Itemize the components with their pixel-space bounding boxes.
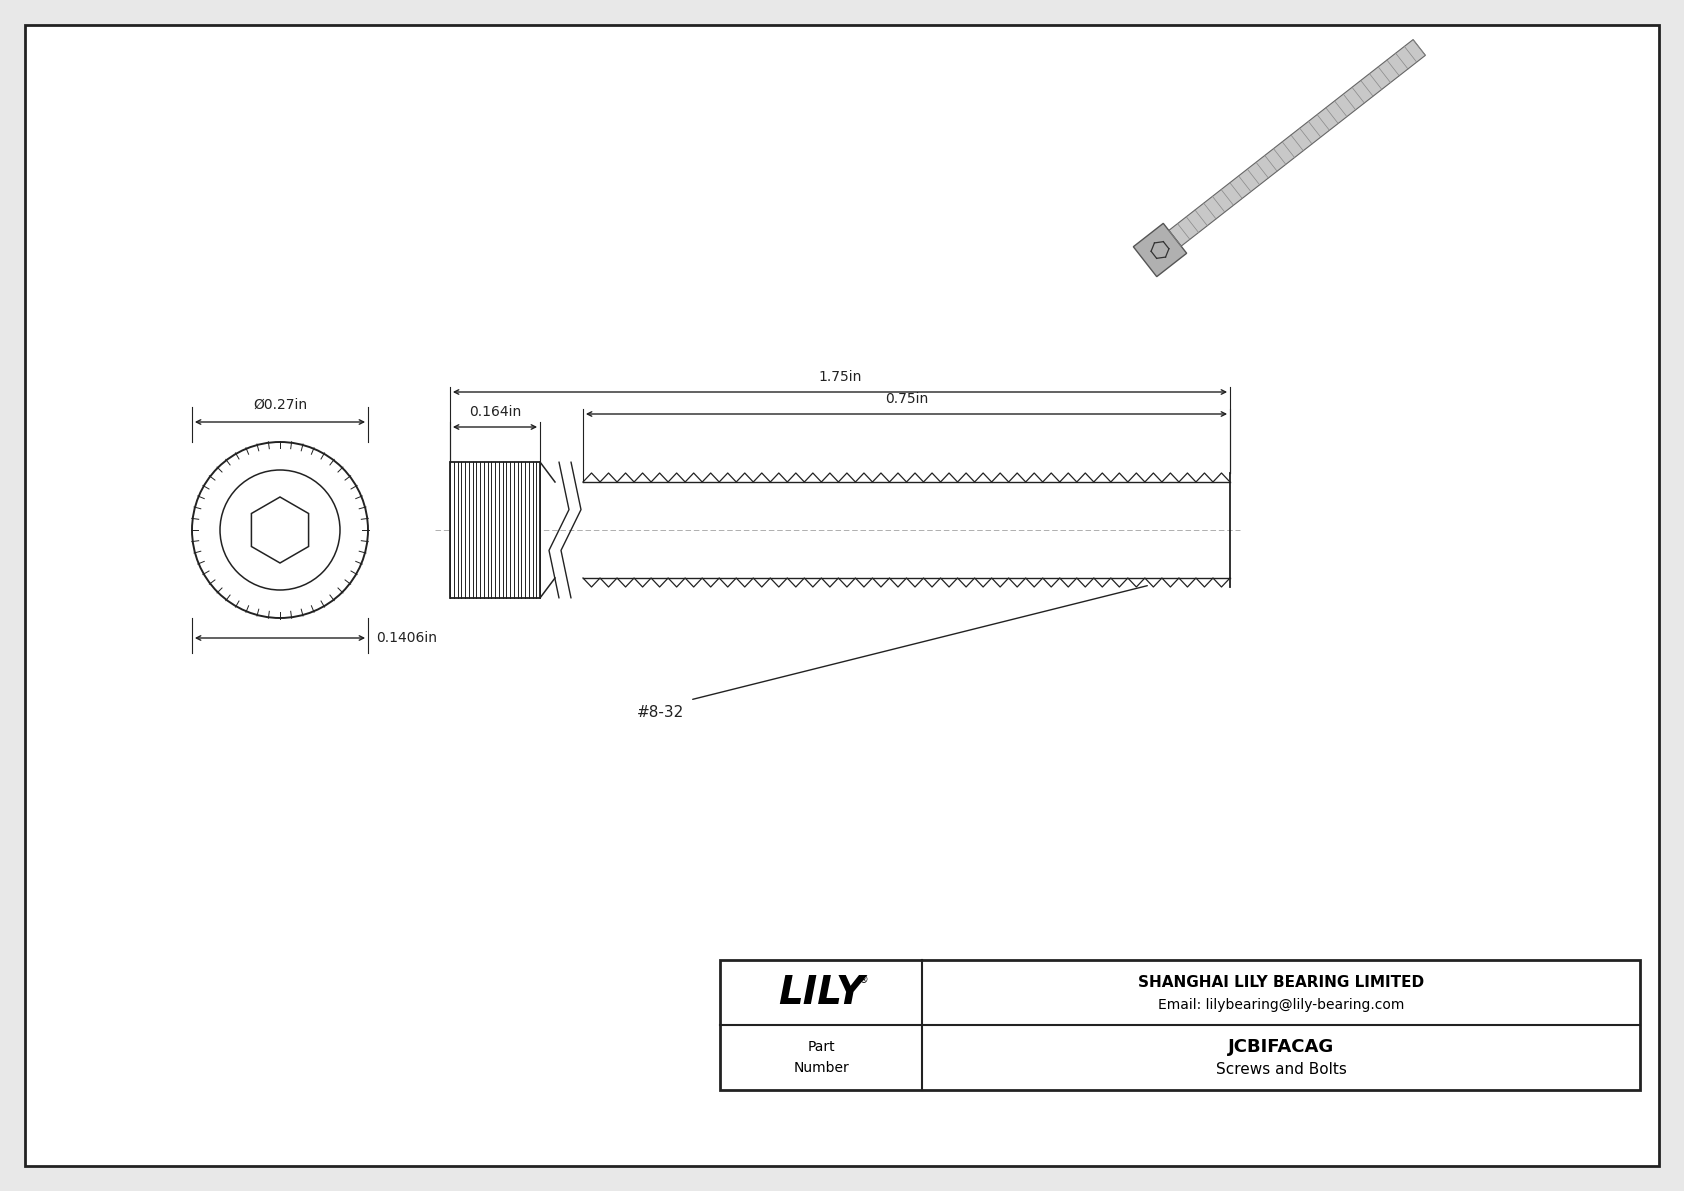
Text: Part
Number: Part Number (793, 1040, 849, 1074)
Text: Email: lilybearing@lily-bearing.com: Email: lilybearing@lily-bearing.com (1159, 998, 1404, 1011)
Text: 1.75in: 1.75in (818, 370, 862, 384)
Text: JCBIFACAG: JCBIFACAG (1228, 1039, 1334, 1056)
Polygon shape (251, 497, 308, 563)
Circle shape (192, 442, 369, 618)
Text: ®: ® (859, 975, 867, 985)
Text: Screws and Bolts: Screws and Bolts (1216, 1062, 1347, 1077)
Bar (450, 462, 541, 598)
Text: LILY: LILY (778, 973, 864, 1011)
Polygon shape (1169, 39, 1425, 247)
Text: 0.75in: 0.75in (884, 392, 928, 406)
Text: #8-32: #8-32 (637, 705, 684, 721)
Polygon shape (1133, 224, 1187, 276)
Text: 0.164in: 0.164in (468, 405, 520, 419)
Circle shape (221, 470, 340, 590)
Bar (721, 960, 1640, 1090)
Text: Ø0.27in: Ø0.27in (253, 398, 306, 412)
Text: 0.1406in: 0.1406in (376, 631, 438, 646)
Text: SHANGHAI LILY BEARING LIMITED: SHANGHAI LILY BEARING LIMITED (1138, 975, 1425, 990)
